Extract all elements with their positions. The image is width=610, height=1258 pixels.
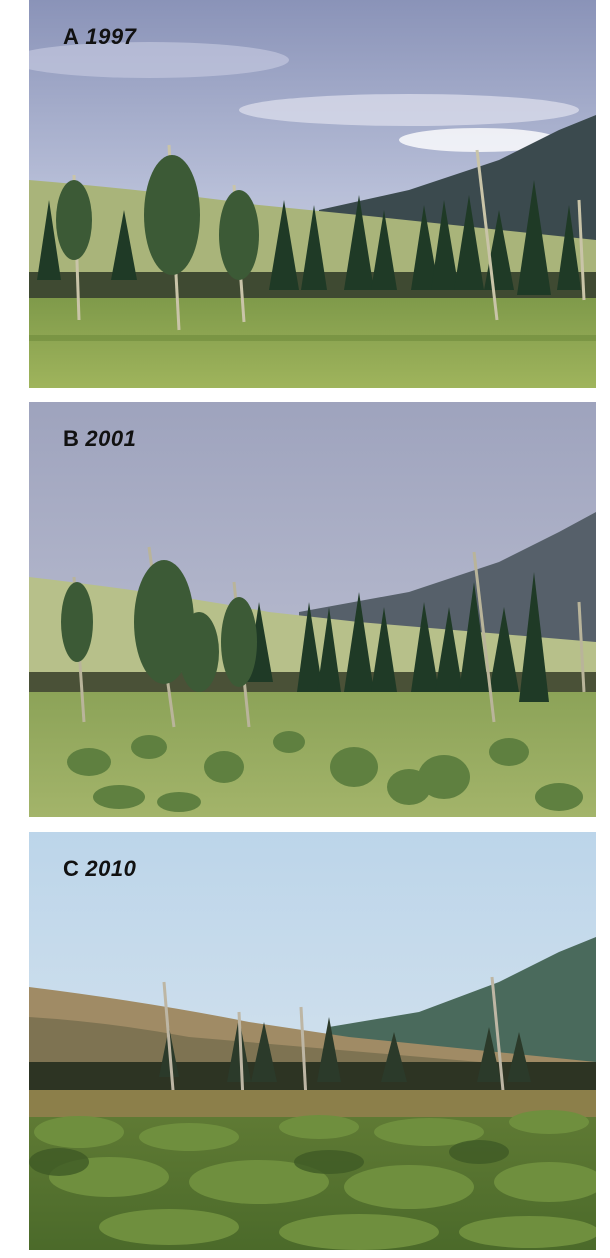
panel-year: 2010 <box>85 856 137 881</box>
panel-letter: B <box>63 426 80 451</box>
photo-panel-c: C 2010 <box>29 832 596 1250</box>
panel-letter: A <box>63 24 80 49</box>
landscape-photo-2010 <box>29 832 596 1250</box>
panel-letter: C <box>63 856 80 881</box>
panel-label-b: B 2001 <box>63 426 136 452</box>
landscape-photo-2001 <box>29 402 596 817</box>
panel-label-c: C 2010 <box>63 856 136 882</box>
panel-year: 2001 <box>85 426 137 451</box>
photo-panel-a: A 1997 <box>29 0 596 388</box>
panel-year: 1997 <box>85 24 137 49</box>
landscape-photo-1997 <box>29 0 596 388</box>
panel-label-a: A 1997 <box>63 24 136 50</box>
photo-panel-b: B 2001 <box>29 402 596 817</box>
